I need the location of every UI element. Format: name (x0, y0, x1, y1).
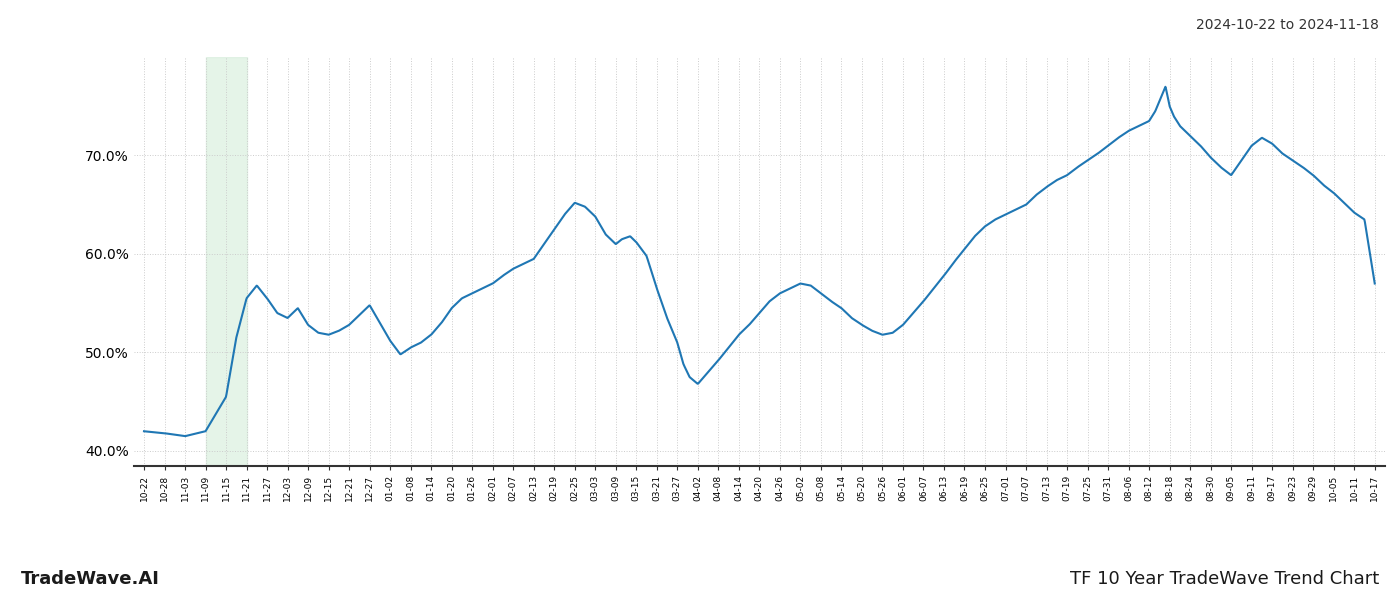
Text: 2024-10-22 to 2024-11-18: 2024-10-22 to 2024-11-18 (1196, 18, 1379, 32)
Text: TradeWave.AI: TradeWave.AI (21, 570, 160, 588)
Bar (206, 57, 246, 466)
Text: TF 10 Year TradeWave Trend Chart: TF 10 Year TradeWave Trend Chart (1070, 570, 1379, 588)
